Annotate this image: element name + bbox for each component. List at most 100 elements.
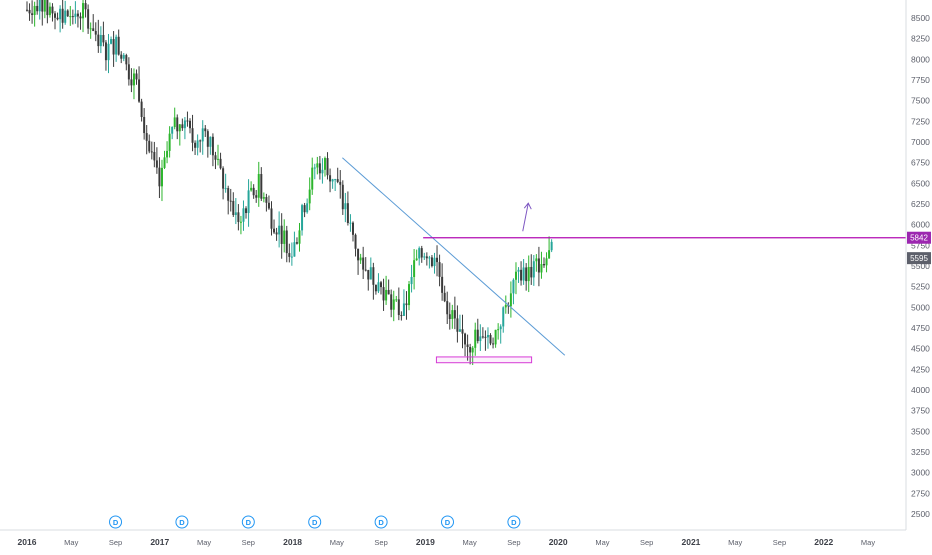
x-tick-label: May: [595, 538, 609, 547]
candle: [308, 177, 311, 211]
descending-trendline: [342, 157, 566, 356]
dividend-marker[interactable]: D: [241, 515, 255, 529]
candle-body: [369, 267, 372, 280]
candle-body: [418, 248, 421, 259]
candle: [28, 3, 31, 21]
y-tick-label: 3750: [911, 406, 930, 416]
y-tick-label: 4250: [911, 364, 930, 374]
candle-body: [283, 230, 286, 244]
candle-body: [92, 28, 95, 32]
candle-body: [469, 346, 472, 353]
candle-body: [512, 279, 515, 294]
candle-body: [385, 289, 388, 301]
candle-body: [331, 179, 334, 182]
candle: [99, 26, 102, 54]
candle-body: [425, 256, 428, 259]
last-price-tag-bg: [907, 252, 931, 265]
candle: [183, 117, 186, 140]
candle-body: [318, 163, 321, 174]
y-tick-label: 7250: [911, 116, 930, 126]
x-tick-label: May: [861, 538, 875, 547]
x-tick-label: 2020: [549, 537, 568, 547]
candle: [458, 314, 461, 332]
candle: [232, 192, 235, 217]
candle-body: [237, 212, 240, 222]
candle-body: [476, 329, 479, 342]
y-tick-label: 5000: [911, 302, 930, 312]
candle-body: [466, 344, 469, 347]
candle-body: [392, 299, 395, 310]
candle-body: [288, 253, 291, 257]
candle: [362, 246, 365, 280]
candle-body: [351, 222, 354, 235]
candle-body: [222, 168, 225, 189]
candle-body: [446, 301, 449, 315]
candle: [479, 324, 482, 352]
x-tick-label: 2021: [681, 537, 700, 547]
candle: [530, 254, 533, 285]
candle: [196, 134, 199, 156]
candle: [84, 0, 87, 18]
candle-body: [117, 36, 120, 55]
candle: [79, 12, 82, 30]
projection-arrow: [522, 203, 529, 232]
y-tick-label: 8500: [911, 13, 930, 23]
candle-body: [499, 326, 502, 330]
candle: [59, 5, 62, 33]
candle: [504, 295, 507, 314]
candle: [191, 114, 194, 152]
candle: [171, 126, 174, 140]
candle: [408, 280, 411, 311]
dividend-marker[interactable]: D: [441, 515, 454, 529]
x-tick-label: 2017: [150, 537, 169, 547]
dividend-marker[interactable]: D: [308, 515, 322, 529]
candle-body: [280, 225, 283, 244]
level-price-tag: 5842: [907, 231, 931, 244]
candle-body: [239, 221, 242, 223]
x-tick-label: 2018: [283, 537, 302, 547]
candle-body: [405, 303, 408, 306]
candle-body: [122, 55, 125, 59]
dividend-marker[interactable]: D: [374, 515, 388, 529]
candle: [201, 120, 204, 155]
candle-body: [492, 343, 495, 345]
candle: [410, 264, 413, 293]
candle-body: [99, 34, 102, 47]
y-tick-label: 8250: [911, 34, 930, 44]
candle-body: [530, 266, 533, 278]
candle-body: [209, 136, 212, 147]
candle: [275, 227, 278, 241]
candle: [92, 14, 95, 32]
candle-body: [69, 16, 72, 18]
dividend-marker[interactable]: D: [507, 515, 521, 529]
candle: [372, 262, 375, 300]
candle: [367, 269, 370, 291]
candle: [489, 333, 492, 346]
candle-body: [339, 181, 342, 185]
candle-body: [270, 208, 273, 229]
candle: [69, 5, 72, 26]
y-tick-label: 2500: [911, 509, 930, 519]
candle-body: [436, 257, 439, 263]
candle-body: [51, 6, 54, 14]
candle-body: [420, 248, 423, 258]
candle: [301, 203, 304, 236]
candle: [423, 252, 426, 260]
candle-body: [48, 6, 51, 16]
candle: [346, 191, 349, 226]
candle-body: [64, 10, 67, 23]
dividend-marker[interactable]: D: [175, 515, 189, 529]
candle-body: [323, 158, 326, 170]
candle: [250, 181, 253, 192]
candle: [387, 279, 390, 295]
dividend-marker[interactable]: D: [109, 515, 123, 529]
candle-body: [36, 5, 39, 12]
x-tick-label: May: [64, 538, 78, 547]
candle-body: [41, 0, 44, 12]
candle-body: [250, 187, 253, 191]
candle: [321, 158, 324, 184]
candle-body: [227, 188, 230, 201]
candle: [474, 322, 477, 356]
